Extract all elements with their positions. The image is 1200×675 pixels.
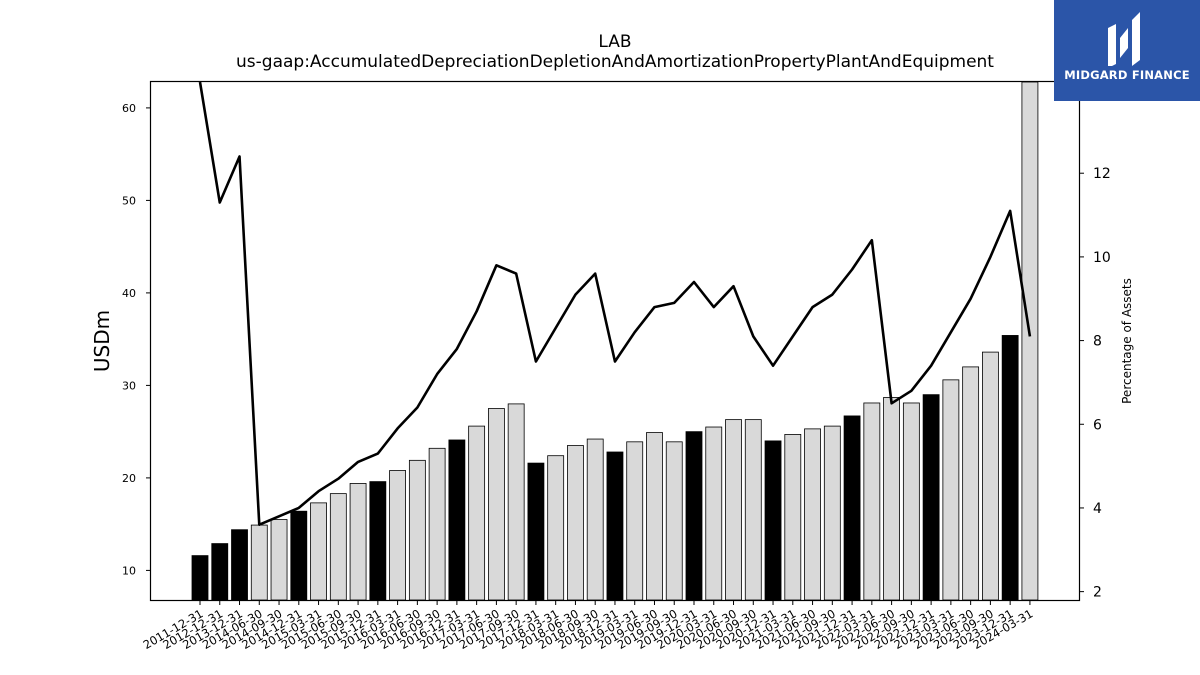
bar-2020-03-31 <box>705 426 723 601</box>
bar-2022-06-30 <box>883 397 900 601</box>
y-tick-label: 60 <box>122 102 136 115</box>
y-tick-label: 50 <box>122 194 136 207</box>
bar-2019-06-30 <box>646 432 663 601</box>
bar-2018-12-31 <box>606 451 624 601</box>
bar-2021-06-30 <box>804 428 821 601</box>
midgard-logo-icon <box>1108 12 1140 66</box>
bar-2016-09-30 <box>428 447 446 601</box>
bar-2017-06-30 <box>487 408 505 601</box>
bar-2015-12-31 <box>369 481 387 601</box>
bar-2019-03-31 <box>626 441 644 601</box>
bar-2014-12-31 <box>290 510 308 601</box>
y2-tick-label: 10 <box>1093 250 1111 266</box>
bar-2023-03-31 <box>942 379 960 601</box>
y-tick-label: 40 <box>122 287 136 300</box>
bar-2021-03-31 <box>784 434 802 601</box>
bar-2017-09-30 <box>507 403 525 601</box>
bar-2023-09-30 <box>982 351 999 601</box>
y2-tick-label: 12 <box>1093 166 1111 182</box>
bar-2022-03-31 <box>863 402 881 601</box>
y-tick-label: 10 <box>122 564 136 577</box>
bar-2015-06-30 <box>329 493 347 601</box>
bar-2019-09-30 <box>665 441 683 601</box>
midgard-finance-logo: MIDGARD FINANCE <box>1054 0 1200 101</box>
y2-axis-label: Percentage of Assets <box>1120 278 1134 404</box>
bar-2021-09-30 <box>823 425 841 601</box>
bar-2016-12-31 <box>448 439 466 601</box>
bar-2018-03-31 <box>547 455 565 601</box>
y2-tick-label: 4 <box>1093 501 1102 517</box>
bar-2017-03-31 <box>468 425 486 601</box>
bar-2024-03-31 <box>1021 81 1039 601</box>
y2-tick-label: 2 <box>1093 585 1102 601</box>
bar-2019-12-31 <box>685 431 703 601</box>
y-tick-label: 20 <box>122 472 136 485</box>
bar-2014-09-30 <box>270 519 288 601</box>
bar-2012-12-31 <box>211 543 229 601</box>
percentage-line <box>198 81 1032 527</box>
y-tick-label: 30 <box>122 379 136 392</box>
chart-title: LAB <box>598 32 632 52</box>
bar-2016-06-30 <box>408 459 426 601</box>
bar-2018-09-30 <box>586 438 604 601</box>
y2-tick-label: 6 <box>1093 417 1102 433</box>
bar-2022-12-31 <box>922 394 940 601</box>
bar-2020-09-30 <box>744 419 762 601</box>
y-axis-label: USDm <box>90 310 114 372</box>
bar-2022-09-30 <box>902 402 920 601</box>
bar-2021-12-31 <box>843 415 861 601</box>
bar-2018-06-30 <box>567 445 584 601</box>
bar-2015-09-30 <box>349 483 367 601</box>
bar-2011-12-31 <box>191 555 209 601</box>
bar-2016-03-31 <box>389 470 407 601</box>
bar-2023-06-30 <box>962 366 980 601</box>
bar-2015-03-31 <box>310 502 327 601</box>
bar-2020-12-31 <box>764 440 782 601</box>
y2-tick-label: 8 <box>1093 334 1102 350</box>
bar-2014-06-30 <box>250 524 268 601</box>
bar-2020-06-30 <box>725 419 742 601</box>
chart-subtitle: us-gaap:AccumulatedDepreciationDepletion… <box>236 52 994 72</box>
logo-text: MIDGARD FINANCE <box>1064 68 1190 82</box>
bar-2017-12-31 <box>527 462 545 601</box>
bar-2023-12-31 <box>1001 335 1019 601</box>
bar-2013-12-31 <box>231 529 248 601</box>
